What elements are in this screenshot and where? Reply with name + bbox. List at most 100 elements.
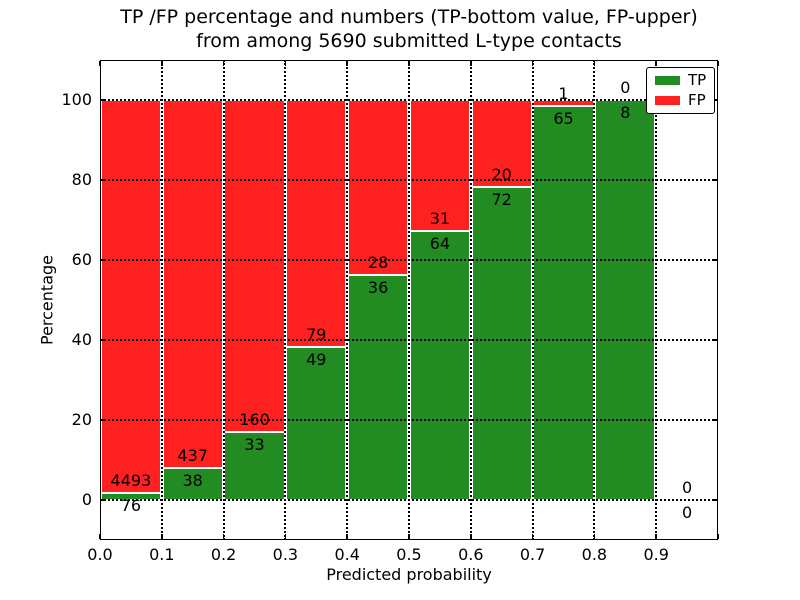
fp-count-label: 1 (558, 84, 569, 104)
fp-count-label: 20 (491, 164, 512, 184)
tp-count-label: 38 (182, 471, 203, 490)
legend-swatch-fp-icon (655, 96, 680, 105)
v-gridline (284, 60, 287, 540)
y-tick-label: 0 (81, 490, 92, 509)
tp-count-label: 8 (620, 103, 631, 122)
x-tick-label: 0.7 (519, 545, 546, 564)
v-gridline (593, 60, 596, 540)
x-tick-label: 0.0 (87, 545, 113, 564)
tp-count-label: 49 (306, 349, 327, 369)
tp-count-label: 33 (244, 434, 265, 454)
x-tick (99, 61, 101, 66)
x-tick (408, 534, 410, 539)
legend-item-tp: TP (655, 73, 706, 88)
v-gridline (222, 60, 225, 540)
fp-count-label: 28 (367, 253, 389, 272)
x-tick-label: 0.5 (396, 545, 422, 564)
x-tick (346, 61, 348, 66)
x-tick-label: 0.1 (149, 545, 175, 564)
x-tick-label: 0.2 (210, 545, 237, 564)
tp-count-label: 76 (120, 496, 142, 516)
v-gridline (655, 60, 658, 540)
legend: TP FP (646, 67, 716, 114)
y-tick-label: 40 (71, 330, 92, 349)
x-tick (99, 534, 101, 539)
tp-count-label: 65 (553, 109, 574, 129)
tp-count-label: 72 (491, 189, 512, 209)
x-tick-label: 0.4 (334, 545, 360, 564)
y-tick (712, 259, 717, 261)
y-tick (101, 419, 106, 421)
x-tick (717, 61, 719, 66)
y-tick (712, 339, 717, 341)
x-tick (531, 61, 534, 66)
v-gridline (346, 60, 349, 540)
x-tick (284, 534, 287, 539)
x-tick (284, 61, 287, 66)
x-tick (222, 534, 225, 539)
y-tick (712, 499, 717, 501)
fp-count-label: 160 (239, 409, 270, 429)
x-tick (655, 61, 657, 66)
x-tick-label: 0.8 (581, 545, 608, 564)
y-tick (101, 499, 106, 501)
y-tick (712, 419, 717, 421)
chart-title: TP /FP percentage and numbers (TP-bottom… (100, 5, 718, 53)
bar-segment-fp (286, 100, 347, 347)
fp-count-label: 79 (306, 324, 327, 344)
x-tick (161, 534, 163, 539)
y-tick (101, 179, 106, 181)
x-tick (717, 534, 719, 539)
fp-count-label: 437 (177, 446, 208, 465)
bar-segment-tp (471, 186, 532, 500)
x-tick (408, 61, 410, 66)
tp-count-label: 64 (429, 233, 451, 253)
x-tick (346, 534, 348, 539)
bar-segment-tp (533, 106, 594, 500)
chart-title-line2: from among 5690 submitted L-type contact… (196, 30, 622, 52)
bar-segment-tp (286, 346, 347, 500)
x-tick (222, 61, 225, 66)
chart-title-line1: TP /FP percentage and numbers (TP-bottom… (120, 6, 698, 28)
y-tick-label: 80 (71, 170, 92, 189)
v-gridline (469, 60, 472, 540)
bar-segment-fp (100, 100, 161, 494)
fp-count-label: 0 (682, 478, 693, 497)
v-gridline (160, 60, 163, 540)
legend-label-tp: TP (688, 71, 707, 89)
bar-segment-tp (409, 230, 470, 500)
y-tick-label: 60 (71, 250, 92, 269)
bar-segment-fp (224, 100, 285, 432)
x-tick-label: 0.9 (643, 545, 669, 564)
fp-count-label: 0 (620, 78, 631, 97)
x-tick (470, 534, 472, 539)
v-gridline (408, 60, 410, 540)
bar-segment-tp (224, 431, 285, 500)
x-tick-label: 0.6 (458, 545, 484, 564)
legend-item-fp: FP (655, 93, 706, 108)
y-tick (712, 179, 717, 181)
tp-count-label: 0 (682, 503, 693, 522)
legend-label-fp: FP (688, 91, 706, 109)
fp-count-label: 4493 (110, 471, 152, 491)
bar-segment-tp (348, 275, 409, 500)
x-tick (655, 534, 657, 539)
bar-segment-fp (162, 100, 223, 468)
bar-segment-fp (471, 100, 532, 187)
x-tick (531, 534, 534, 539)
fp-count-label: 31 (429, 208, 451, 228)
x-tick (161, 61, 163, 66)
legend-swatch-tp-icon (655, 76, 680, 85)
y-tick (101, 259, 106, 261)
x-axis-label: Predicted probability (326, 565, 492, 584)
x-tick-label: 0.3 (272, 545, 299, 564)
y-tick (101, 99, 106, 101)
x-tick (470, 61, 472, 66)
tp-count-label: 36 (367, 278, 389, 297)
v-gridline (531, 60, 534, 540)
y-tick-label: 100 (61, 90, 92, 109)
x-tick (593, 534, 596, 539)
bar-segment-fp (348, 100, 409, 275)
bar-segment-fp (409, 100, 470, 231)
